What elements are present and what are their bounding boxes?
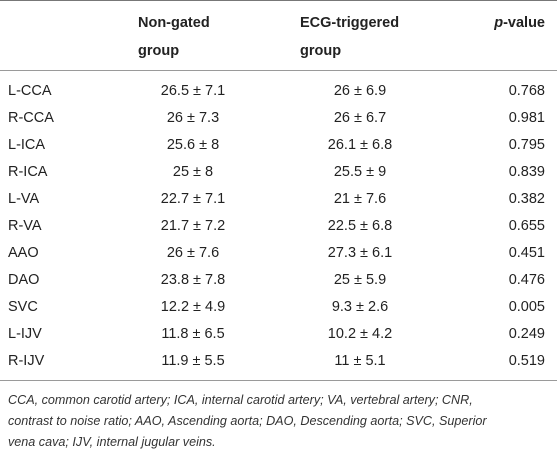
data-table: Non-gated group ECG-triggered group p-va… — [0, 0, 557, 375]
row-non-gated-value: 22.7 ± 7.1 — [160, 191, 226, 207]
row-ecg-value: 27.3 ± 6.1 — [327, 245, 393, 261]
row-p-value: 0.382 — [508, 191, 545, 207]
header-p-rest: -value — [503, 15, 545, 31]
row-p-value: 0.768 — [508, 83, 545, 99]
row-p-value: 0.005 — [508, 299, 545, 315]
footnote-line2: contrast to noise ratio; AAO, Ascending … — [8, 414, 487, 428]
table-row: L-VA 22.7 ± 7.1 21 ± 7.6 0.382 — [0, 186, 557, 213]
table-row: DAO 23.8 ± 7.8 25 ± 5.9 0.476 — [0, 267, 557, 294]
row-label: SVC — [8, 299, 38, 315]
row-label: L-CCA — [8, 83, 52, 99]
row-label: R-ICA — [8, 164, 48, 180]
header-non-gated: Non-gated group — [138, 9, 282, 65]
row-p-value: 0.839 — [508, 164, 545, 180]
header-p-value: p-value — [455, 9, 545, 37]
table-header: Non-gated group ECG-triggered group p-va… — [0, 1, 557, 70]
table-body: L-CCA 26.5 ± 7.1 26 ± 6.9 0.768 R-CCA 26 ± 7.… — [0, 71, 557, 375]
table-footnote: CCA, common carotid artery; ICA, interna… — [8, 390, 548, 453]
row-ecg-value: 10.2 ± 4.2 — [327, 326, 393, 342]
row-non-gated-value: 26 ± 7.3 — [166, 110, 220, 126]
header-ecg-triggered: ECG-triggered group — [300, 9, 450, 65]
row-label: R-IJV — [8, 353, 45, 369]
header-p-italic: p — [494, 15, 504, 31]
row-ecg-value: 21 ± 7.6 — [333, 191, 387, 207]
header-non-gated-line1: Non-gated — [138, 15, 210, 31]
header-ecg-line1: ECG-triggered — [300, 15, 400, 31]
row-ecg-value: 26 ± 6.7 — [333, 110, 387, 126]
row-non-gated-value: 25.6 ± 8 — [166, 137, 220, 153]
row-label: L-IJV — [8, 326, 42, 342]
table-header-rule — [0, 70, 557, 71]
footnote-line3: vena cava; IJV, internal jugular veins. — [8, 435, 216, 449]
table-row: R-IJV 11.9 ± 5.5 11 ± 5.1 0.519 — [0, 348, 557, 375]
row-ecg-value: 25 ± 5.9 — [333, 272, 387, 288]
row-non-gated-value: 25 ± 8 — [172, 164, 214, 180]
row-label: AAO — [8, 245, 39, 261]
row-label: L-VA — [8, 191, 40, 207]
table-top-rule — [0, 0, 557, 1]
table-row: L-IJV 11.8 ± 6.5 10.2 ± 4.2 0.249 — [0, 321, 557, 348]
row-label: R-VA — [8, 218, 42, 234]
row-label: DAO — [8, 272, 40, 288]
header-ecg-line2: group — [300, 43, 342, 59]
table-row: AAO 26 ± 7.6 27.3 ± 6.1 0.451 — [0, 240, 557, 267]
row-non-gated-value: 11.8 ± 6.5 — [161, 326, 225, 342]
row-ecg-value: 9.3 ± 2.6 — [331, 299, 389, 315]
row-p-value: 0.451 — [508, 245, 545, 261]
row-label: L-ICA — [8, 137, 46, 153]
table-bottom-rule — [0, 380, 557, 381]
table-row: L-CCA 26.5 ± 7.1 26 ± 6.9 0.768 — [0, 78, 557, 105]
table-row: R-CCA 26 ± 7.3 26 ± 6.7 0.981 — [0, 105, 557, 132]
row-non-gated-value: 23.8 ± 7.8 — [160, 272, 226, 288]
row-non-gated-value: 26.5 ± 7.1 — [160, 83, 226, 99]
row-p-value: 0.655 — [508, 218, 545, 234]
row-non-gated-value: 12.2 ± 4.9 — [160, 299, 226, 315]
table-row: R-ICA 25 ± 8 25.5 ± 9 0.839 — [0, 159, 557, 186]
footnote-line1: CCA, common carotid artery; ICA, interna… — [8, 393, 473, 407]
header-non-gated-line2: group — [138, 43, 180, 59]
row-p-value: 0.476 — [508, 272, 545, 288]
row-p-value: 0.249 — [508, 326, 545, 342]
row-p-value: 0.795 — [508, 137, 545, 153]
row-non-gated-value: 11.9 ± 5.5 — [161, 353, 225, 369]
table-row: L-ICA 25.6 ± 8 26.1 ± 6.8 0.795 — [0, 132, 557, 159]
row-ecg-value: 26 ± 6.9 — [333, 83, 387, 99]
row-non-gated-value: 21.7 ± 7.2 — [160, 218, 226, 234]
row-ecg-value: 25.5 ± 9 — [333, 164, 387, 180]
row-ecg-value: 26.1 ± 6.8 — [327, 137, 393, 153]
row-ecg-value: 22.5 ± 6.8 — [327, 218, 393, 234]
row-p-value: 0.981 — [508, 110, 545, 126]
row-label: R-CCA — [8, 110, 54, 126]
row-p-value: 0.519 — [508, 353, 545, 369]
table-row: SVC 12.2 ± 4.9 9.3 ± 2.6 0.005 — [0, 294, 557, 321]
table-row: R-VA 21.7 ± 7.2 22.5 ± 6.8 0.655 — [0, 213, 557, 240]
row-ecg-value: 11 ± 5.1 — [334, 353, 386, 369]
row-non-gated-value: 26 ± 7.6 — [166, 245, 220, 261]
